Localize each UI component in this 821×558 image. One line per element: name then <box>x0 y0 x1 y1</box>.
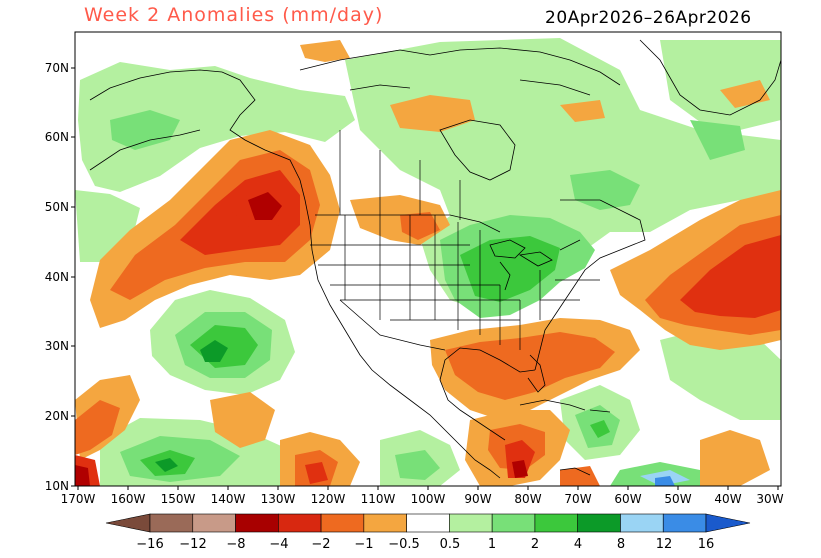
colorbar-end-right <box>705 513 751 533</box>
colorbar-label: −16 <box>136 537 163 552</box>
lon-label: 100W <box>411 492 446 506</box>
date-range: 20Apr2026–26Apr2026 <box>545 8 752 28</box>
lon-axis: 170W 160W 150W 140W 130W 120W 110W 100W … <box>61 486 784 506</box>
colorbar-end-left <box>105 513 151 533</box>
lon-label: 70W <box>564 492 591 506</box>
lat-label: 70N <box>45 61 69 75</box>
lon-label: 40W <box>714 492 741 506</box>
lon-label: 90W <box>464 492 491 506</box>
colorbar-label: 2 <box>531 537 539 552</box>
colorbar-label: −1 <box>354 537 373 552</box>
anomaly-field <box>75 32 781 486</box>
lon-label: 170W <box>61 492 96 506</box>
lon-label: 150W <box>161 492 196 506</box>
lat-label: 10N <box>45 479 69 493</box>
colorbar-box <box>620 513 664 533</box>
lon-label: 140W <box>211 492 246 506</box>
colorbar-box <box>149 513 194 533</box>
lon-label: 120W <box>311 492 346 506</box>
colorbar-box <box>406 513 450 533</box>
lat-label: 30N <box>45 339 69 353</box>
colorbar-label: 16 <box>698 537 715 552</box>
lon-label: 130W <box>261 492 296 506</box>
lat-label: 60N <box>45 130 69 144</box>
colorbar-box <box>320 513 365 533</box>
wet-region-alaska <box>78 62 355 192</box>
colorbar-label: 12 <box>656 537 673 552</box>
colorbar-label: −0.5 <box>388 537 420 552</box>
colorbar-label: 1 <box>488 537 496 552</box>
lon-label: 110W <box>361 492 396 506</box>
lon-label: 50W <box>664 492 691 506</box>
colorbar-label: 8 <box>617 537 625 552</box>
colorbar-label: 0.5 <box>440 537 461 552</box>
colorbar-box <box>491 513 536 533</box>
lon-label: 160W <box>111 492 146 506</box>
coastlines <box>89 39 781 479</box>
colorbar-box <box>449 513 493 533</box>
lon-label: 60W <box>614 492 641 506</box>
colorbar-box <box>192 513 236 533</box>
map-title: Week 2 Anomalies (mm/day) <box>84 4 384 26</box>
lat-axis: 70N 60N 50N 40N 30N 20N 10N <box>45 61 75 493</box>
colorbar-label: −2 <box>311 537 330 552</box>
lon-label: 30W <box>756 492 783 506</box>
lat-label: 20N <box>45 409 69 423</box>
colorbar: −16 −12 −8 −4 −2 −1 −0.5 0.5 1 2 4 8 12 … <box>105 513 751 552</box>
colorbar-box <box>662 513 707 533</box>
colorbar-box <box>534 513 578 533</box>
colorbar-label: −4 <box>269 537 288 552</box>
colorbar-box <box>577 513 621 533</box>
colorbar-box <box>363 513 407 533</box>
lat-label: 50N <box>45 200 69 214</box>
colorbar-label: −8 <box>226 537 245 552</box>
colorbar-label: 4 <box>574 537 582 552</box>
lat-label: 40N <box>45 270 69 284</box>
state-borders <box>310 130 600 351</box>
lon-label: 80W <box>514 492 541 506</box>
colorbar-label: −12 <box>179 537 206 552</box>
colorbar-box <box>235 513 279 533</box>
colorbar-box <box>278 513 322 533</box>
